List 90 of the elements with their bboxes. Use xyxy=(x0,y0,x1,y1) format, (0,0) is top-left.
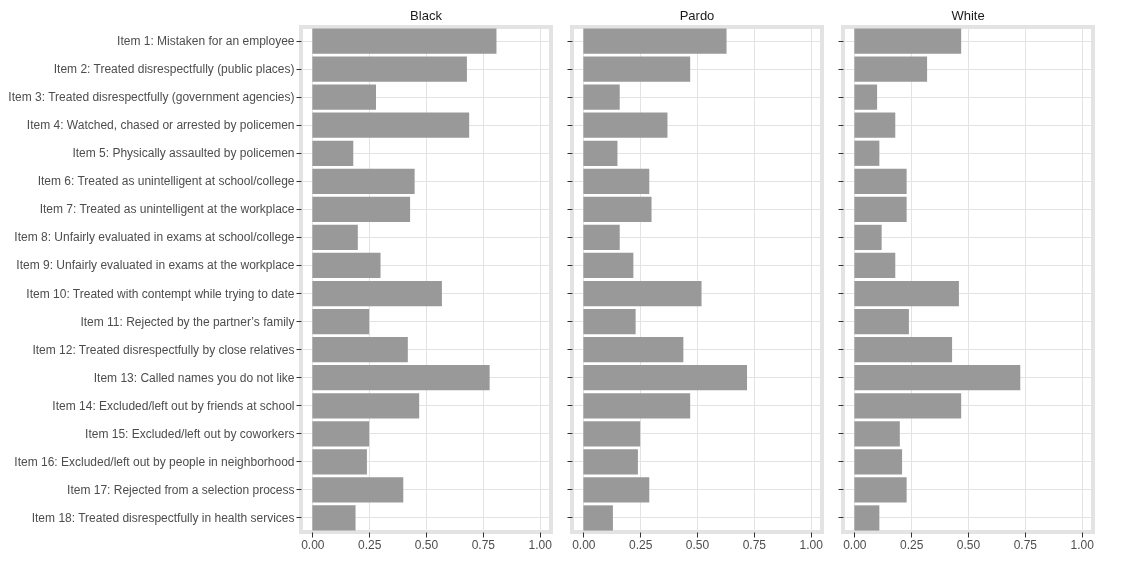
chart-title: Black xyxy=(410,8,443,23)
bar xyxy=(854,140,880,166)
chart-title: White xyxy=(951,8,985,23)
y-tick-label: Item 7: Treated as unintelligent at the workplace xyxy=(39,202,295,217)
x-tick-label: 1.00 xyxy=(528,537,553,552)
bar xyxy=(583,84,620,110)
y-tick-label: Item 8: Unfairly evaluated in exams at school/college xyxy=(14,230,295,245)
y-tick-label: Item 9: Unfairly evaluated in exams at the workplace xyxy=(16,258,295,273)
bar xyxy=(583,280,702,307)
y-tick-label: Item 15: Excluded/left out by coworkers xyxy=(85,426,295,441)
bar xyxy=(854,56,928,82)
y-tick-label: Item 16: Excluded/left out by people in neighborhood xyxy=(14,454,295,469)
x-tick-label: 0.50 xyxy=(414,537,439,552)
y-tick-label: Item 12: Treated disrespectfully by close relatives xyxy=(32,342,295,357)
bar xyxy=(854,393,962,419)
bar xyxy=(312,196,411,222)
bar xyxy=(312,280,442,307)
y-tick-label: Item 13: Called names you do not like xyxy=(93,370,295,385)
x-tick-label: 0.25 xyxy=(900,537,924,552)
y-tick-label: Item 4: Watched, chased or arrested by policemen xyxy=(26,118,295,133)
x-tick-label: 1.00 xyxy=(799,537,824,552)
bar xyxy=(854,252,896,279)
x-tick-label: 0.75 xyxy=(742,537,767,552)
bar xyxy=(854,337,953,363)
bar xyxy=(312,252,381,279)
bar xyxy=(854,196,907,222)
x-tick-label: 0.25 xyxy=(358,537,382,552)
bar xyxy=(312,56,467,82)
y-tick-label: Item 1: Mistaken for an employee xyxy=(117,34,295,49)
bar xyxy=(312,168,415,194)
bar xyxy=(583,421,641,447)
bar xyxy=(583,365,747,391)
bar xyxy=(312,505,356,531)
bar xyxy=(854,421,900,447)
bar xyxy=(583,140,618,166)
bar xyxy=(312,224,358,251)
y-tick-label: Item 14: Excluded/left out by friends at school xyxy=(52,398,295,413)
bar xyxy=(312,28,497,54)
y-tick-label: Item 18: Treated disrespectfully in health services xyxy=(31,510,295,525)
bar xyxy=(583,28,727,54)
bar xyxy=(854,477,907,503)
bar xyxy=(583,449,638,475)
bar xyxy=(854,168,907,194)
bar xyxy=(583,112,668,138)
bar xyxy=(312,477,404,503)
bar xyxy=(583,196,652,222)
bar xyxy=(854,280,959,307)
y-tick-label: Item 3: Treated disrespectfully (government agencies) xyxy=(8,90,295,105)
bar xyxy=(312,421,370,447)
x-tick-label: 0.00 xyxy=(301,537,325,552)
bar xyxy=(312,449,367,475)
bar xyxy=(312,112,470,138)
x-tick-label: 0.75 xyxy=(1013,537,1038,552)
bar xyxy=(312,393,420,419)
bar xyxy=(854,112,896,138)
y-tick-label: Item 11: Rejected by the partner’s family xyxy=(80,314,295,329)
bar xyxy=(583,56,691,82)
bar xyxy=(854,28,962,54)
x-tick-label: 0.75 xyxy=(471,537,496,552)
bar xyxy=(854,84,878,110)
bar xyxy=(583,252,634,279)
bar xyxy=(583,477,650,503)
x-tick-label: 0.50 xyxy=(685,537,710,552)
y-tick-label: Item 5: Physically assaulted by policemen xyxy=(72,146,295,161)
bar xyxy=(583,505,613,531)
bar xyxy=(583,168,650,194)
y-tick-label: Item 2: Treated disrespectfully (public places) xyxy=(53,62,295,77)
y-tick-label: Item 17: Rejected from a selection process xyxy=(67,482,295,497)
x-tick-label: 0.50 xyxy=(956,537,981,552)
y-tick-label: Item 10: Treated with contempt while trying to date xyxy=(26,286,295,301)
bar xyxy=(312,308,370,335)
bar xyxy=(312,365,490,391)
bar xyxy=(854,224,882,251)
x-tick-label: 0.00 xyxy=(572,537,596,552)
bar xyxy=(312,140,354,166)
bar xyxy=(583,224,620,251)
x-tick-label: 1.00 xyxy=(1070,537,1095,552)
bar xyxy=(854,505,880,531)
chart-title: Pardo xyxy=(679,8,715,23)
bar xyxy=(312,337,408,363)
bar xyxy=(854,365,1021,391)
y-tick-label: Item 6: Treated as unintelligent at school/college xyxy=(37,174,295,189)
bar xyxy=(854,449,903,475)
bar xyxy=(854,308,909,335)
bar xyxy=(583,393,691,419)
x-tick-label: 0.00 xyxy=(843,537,867,552)
bar xyxy=(583,337,684,363)
bar xyxy=(312,84,376,110)
x-tick-label: 0.25 xyxy=(629,537,653,552)
bar xyxy=(583,308,636,335)
